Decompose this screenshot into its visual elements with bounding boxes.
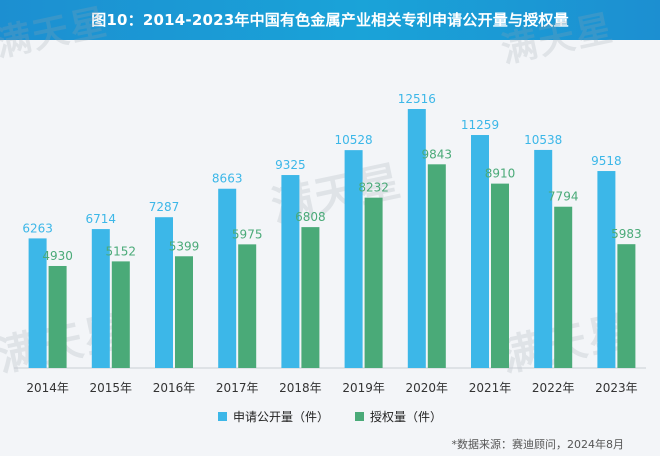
bar-published <box>91 229 110 368</box>
data-label-published: 9518 <box>591 154 622 168</box>
x-tick-label: 2021年 <box>469 381 512 395</box>
source-note: *数据来源：赛迪顾问，2024年8月 <box>451 438 625 451</box>
title-bar <box>0 0 660 40</box>
x-tick-label: 2017年 <box>216 381 259 395</box>
legend-label-published: 申请公开量（件） <box>232 410 329 424</box>
x-tick-label: 2016年 <box>153 381 196 395</box>
bar-granted <box>175 256 193 368</box>
chart-title: 图10：2014-2023年中国有色金属产业相关专利申请公开量与授权量 <box>91 11 569 29</box>
bar-published <box>471 135 489 368</box>
data-label-published: 11259 <box>461 118 499 132</box>
bar-granted <box>238 244 257 368</box>
data-label-granted: 8232 <box>358 181 389 195</box>
bar-granted <box>48 265 67 368</box>
legend-item-published: 申请公开量（件） <box>217 408 329 425</box>
data-label-granted: 5983 <box>611 227 642 241</box>
bar-published <box>344 150 363 368</box>
data-label-granted: 8910 <box>485 167 516 181</box>
bar-published <box>155 217 173 368</box>
x-tick-label: 2019年 <box>342 381 385 395</box>
x-tick-label: 2020年 <box>406 381 449 395</box>
bar-granted <box>301 227 320 368</box>
data-label-published: 6263 <box>22 221 53 235</box>
chart-legend: 申请公开量（件） 授权量（件） <box>0 408 660 425</box>
data-label-published: 7287 <box>149 200 180 214</box>
legend-swatch-published <box>217 412 227 421</box>
bar-granted <box>111 261 130 368</box>
bar-granted <box>617 244 636 368</box>
bar-granted <box>491 183 509 368</box>
data-label-granted: 5152 <box>106 244 137 258</box>
data-label-published: 10538 <box>524 133 562 147</box>
legend-swatch-granted <box>355 412 364 421</box>
x-tick-label: 2022年 <box>532 381 575 395</box>
bar-granted <box>427 164 446 368</box>
data-label-granted: 5975 <box>232 227 263 241</box>
bar-published <box>281 175 300 368</box>
data-label-published: 10528 <box>335 133 373 147</box>
x-tick-label: 2015年 <box>90 381 133 395</box>
data-label-published: 9325 <box>275 158 306 172</box>
data-label-granted: 9843 <box>422 147 453 161</box>
bar-published <box>534 149 553 368</box>
legend-label-granted: 授权量（件） <box>370 410 443 424</box>
data-label-published: 12516 <box>398 92 436 106</box>
bar-published <box>28 238 47 368</box>
bar-granted <box>364 197 383 368</box>
data-label-granted: 5399 <box>169 239 200 253</box>
bar-published <box>597 171 616 368</box>
x-tick-label: 2018年 <box>279 381 322 395</box>
data-label-granted: 6808 <box>295 210 326 224</box>
legend-item-granted: 授权量（件） <box>355 408 442 425</box>
bar-granted <box>554 206 573 368</box>
x-tick-label: 2014年 <box>26 381 69 395</box>
data-label-published: 8663 <box>212 172 243 186</box>
bar-published <box>218 188 237 368</box>
data-label-granted: 7794 <box>548 190 579 204</box>
data-label-published: 6714 <box>86 212 117 226</box>
data-label-granted: 4930 <box>42 249 73 263</box>
x-tick-label: 2023年 <box>595 381 638 395</box>
bar-published <box>407 109 426 368</box>
